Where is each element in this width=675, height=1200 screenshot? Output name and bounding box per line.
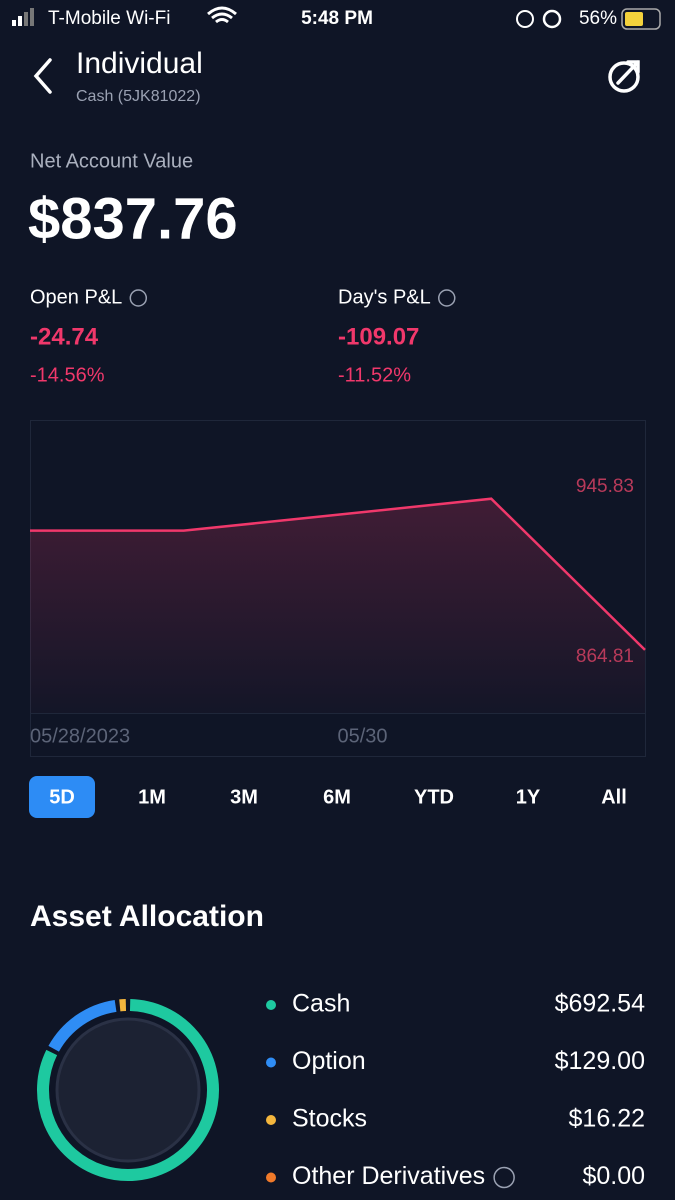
range-button[interactable]: 3M xyxy=(230,786,258,808)
area xyxy=(30,498,645,713)
donut-inner xyxy=(55,1017,201,1163)
donut-segment xyxy=(37,999,219,1181)
line-chart: 05/28/2023 05/30 945.83 864.81 xyxy=(30,476,646,747)
legend-value: $16.22 xyxy=(569,1105,645,1133)
legend-dot xyxy=(266,1057,276,1068)
legend-name: Other Derivatives xyxy=(292,1162,485,1190)
signal-icon xyxy=(12,8,34,26)
battery-percent: 56% xyxy=(579,8,617,29)
min-label: 864.81 xyxy=(576,646,634,667)
net-value-label: Net Account Value xyxy=(30,150,193,172)
pnl-amount: -109.07 xyxy=(338,323,419,350)
pnl-group: Open P&L -24.74 -14.56% Day's P&L -109.07 -11… xyxy=(30,286,456,386)
range-button[interactable]: 1Y xyxy=(516,786,541,808)
carrier: T-Mobile Wi-Fi xyxy=(48,8,170,29)
legend-name: Cash xyxy=(292,990,350,1018)
range-button[interactable]: All xyxy=(601,786,627,808)
legend-value: $692.54 xyxy=(555,990,645,1018)
range-active-bg xyxy=(29,776,95,818)
clock: 5:48 PM xyxy=(301,8,373,29)
x-tick-label: 05/30 xyxy=(338,725,388,747)
info-icon[interactable] xyxy=(129,289,148,307)
wifi-icon xyxy=(207,6,237,24)
legend: Cash $692.54 Option $129.00 Stocks $16.22 Othe… xyxy=(266,990,645,1190)
range-button[interactable]: YTD xyxy=(414,786,454,808)
pnl-percent: -14.56% xyxy=(30,364,105,386)
range-selector: 5D 1M 3M 6M YTD 1Y All xyxy=(29,776,627,818)
legend-dot xyxy=(266,1115,276,1125)
back-button[interactable] xyxy=(33,58,52,94)
lock-icon xyxy=(516,10,534,28)
legend-value: $129.00 xyxy=(555,1047,645,1075)
legend-value: $0.00 xyxy=(582,1162,645,1190)
info-icon[interactable] xyxy=(493,1166,515,1189)
range-button[interactable]: 1M xyxy=(138,786,166,808)
range-button[interactable]: 6M xyxy=(323,786,351,808)
pnl-amount: -24.74 xyxy=(30,323,99,350)
pnl-label: Open P&L xyxy=(30,286,122,308)
battery-level xyxy=(625,12,643,26)
alarm-icon xyxy=(542,9,562,29)
x-tick-label: 05/28/2023 xyxy=(30,725,130,747)
pnl-label: Day's P&L xyxy=(338,286,431,308)
legend-name: Stocks xyxy=(292,1105,367,1133)
donut-chart xyxy=(37,999,219,1181)
net-value: $837.76 xyxy=(28,186,238,251)
battery-icon xyxy=(621,8,661,30)
donut-segment xyxy=(48,999,117,1052)
info-icon[interactable] xyxy=(438,289,456,307)
range-button[interactable]: 5D xyxy=(49,786,75,808)
pnl-percent: -11.52% xyxy=(338,364,411,386)
legend-name: Option xyxy=(292,1047,366,1075)
account-subtitle: Cash (5JK81022) xyxy=(76,88,201,105)
share-button[interactable] xyxy=(608,60,640,93)
legend-dot xyxy=(266,1000,276,1010)
account-title: Individual xyxy=(76,47,203,80)
legend-dot xyxy=(266,1172,276,1183)
max-label: 945.83 xyxy=(576,476,634,497)
line xyxy=(30,497,646,651)
section-title: Asset Allocation xyxy=(30,900,264,933)
